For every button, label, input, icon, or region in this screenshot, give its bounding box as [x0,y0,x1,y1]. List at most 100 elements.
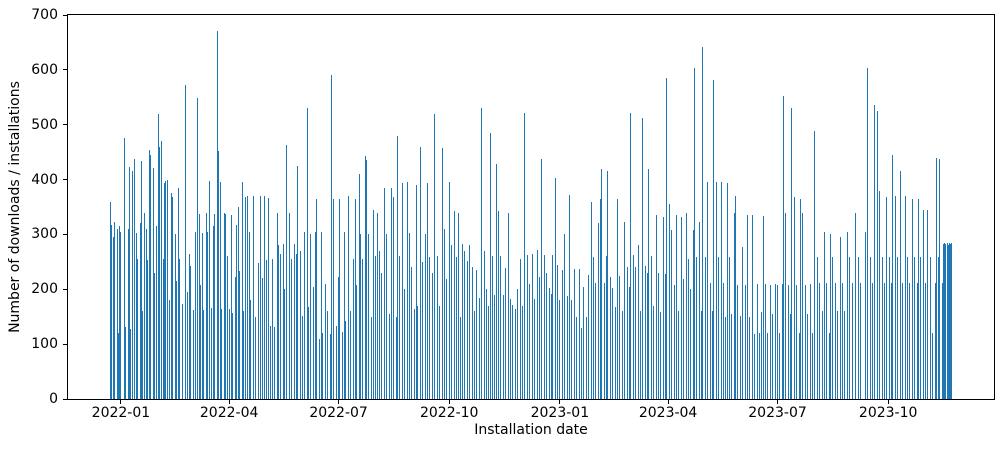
bar [927,209,929,399]
bar [713,80,715,399]
bar [683,279,685,399]
bar [401,183,403,399]
bar [161,141,163,399]
bar [118,333,119,399]
bar [293,243,295,399]
bar [324,283,326,399]
bar [904,196,906,399]
bar [441,147,443,399]
bar [250,300,252,399]
bar [819,282,821,399]
y-tick [63,233,67,235]
bar [832,257,834,399]
bar [378,250,380,399]
bar [391,187,392,399]
bar [823,231,825,399]
x-tick-label: 2023-04 [638,405,698,421]
bar [130,329,132,399]
bar [114,222,116,399]
bar [876,111,878,399]
bar [262,278,264,399]
bar [235,224,237,399]
bar [286,145,288,399]
bar [455,257,457,399]
bar [179,259,181,399]
bar [536,249,538,399]
bar [302,315,303,399]
bar [205,212,207,399]
bar [199,284,201,399]
bar [839,237,841,399]
bar [564,234,566,399]
bar [588,275,590,399]
bar [529,283,531,399]
bar [417,305,419,399]
bar [471,267,473,399]
bar [590,201,592,399]
bar [268,197,270,399]
bar [571,300,573,399]
bar [315,231,317,399]
bar [869,257,871,399]
bar [109,201,111,399]
bar [945,244,947,399]
x-tick-label: 2022-01 [91,405,151,421]
bar [422,261,424,399]
bar [829,234,831,399]
bar [690,289,692,399]
x-tick [120,400,122,404]
bar [220,182,222,399]
bar [947,245,949,399]
bar [376,212,378,399]
bar [347,196,349,399]
bar [469,245,471,399]
bar [142,311,144,399]
bar [612,288,614,399]
bar [566,295,568,399]
y-tick-label: 200 [31,281,58,298]
bar [434,113,436,399]
bar [172,197,174,399]
bar [424,234,426,399]
bar [150,154,152,399]
bar [685,212,687,399]
bar [514,308,516,399]
bar [922,209,924,399]
bar [758,333,760,399]
bar [897,257,899,399]
x-tick-label: 2023-01 [530,405,590,421]
bar [902,282,904,399]
bar [762,216,764,399]
bar [874,104,876,399]
bar [559,300,561,399]
bar [333,198,335,399]
x-tick [777,400,779,404]
bar [884,282,886,399]
bar [546,272,548,399]
bar [617,198,619,399]
bar [626,267,628,399]
bar [174,234,176,399]
bar [157,113,159,399]
bar [489,132,491,399]
bar [924,282,926,399]
bar [647,272,649,399]
bar [241,182,243,399]
bar [517,289,519,399]
bar [734,196,736,399]
bar [223,212,225,399]
bar [879,190,881,399]
bar [263,196,265,399]
bar [855,212,857,399]
bar [128,166,130,399]
bar [774,283,776,399]
bar [906,257,908,399]
x-tick [667,400,669,404]
bar [283,289,285,399]
bar [680,216,682,399]
bar [666,78,668,399]
bar [694,68,696,399]
x-tick-label: 2022-07 [309,405,368,421]
y-tick [63,398,67,400]
bar [846,231,848,399]
